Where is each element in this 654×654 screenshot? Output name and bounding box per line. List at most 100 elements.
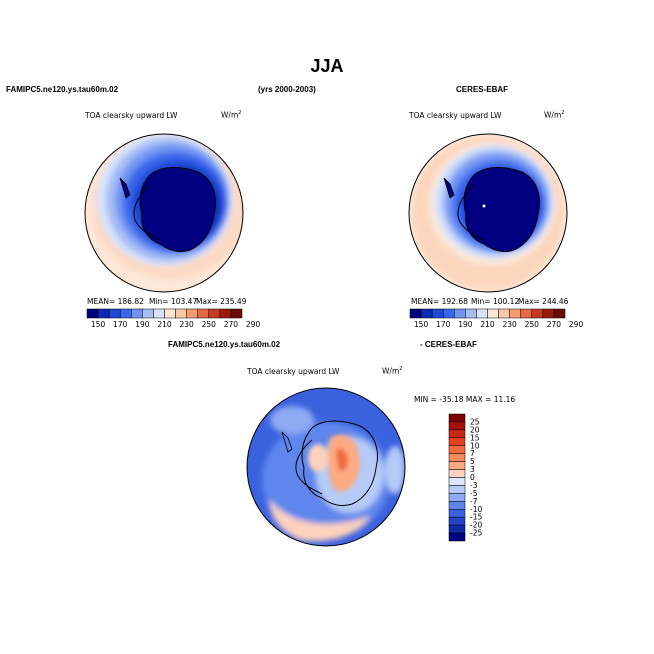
years-header: (yrs 2000-2003) — [258, 85, 316, 94]
colorbar-swatch — [142, 308, 154, 319]
colorbar-swatch — [454, 308, 466, 319]
colorbar-tick-label: -3 — [470, 481, 478, 490]
colorbar-swatch — [442, 308, 455, 319]
colorbar-tick-label: 190 — [135, 320, 150, 329]
colorbar-swatch — [498, 308, 510, 319]
colorbar-tick-label: 230 — [179, 320, 194, 329]
obs-units-label: W/m2 — [544, 110, 565, 120]
obs-mean-label: MEAN= 192.68 — [411, 297, 468, 306]
colorbar-tick-label: 150 — [414, 320, 429, 329]
colorbar-swatch — [531, 308, 544, 319]
colorbar-tick-label: -25 — [470, 529, 482, 538]
season-title: JJA — [310, 56, 344, 76]
model-units-label: W/m2 — [221, 110, 242, 120]
colorbar-swatch — [520, 308, 533, 319]
colorbar-tick-label: 190 — [458, 320, 473, 329]
colorbar-tick-label: 250 — [202, 320, 217, 329]
obs-min-label: Min= 100.12 — [471, 297, 520, 306]
obs-max-label: Max= 244.46 — [518, 297, 569, 306]
colorbar-swatch — [465, 308, 477, 319]
colorbar-swatch — [119, 308, 132, 319]
colorbar-swatch — [448, 493, 466, 502]
colorbar-tick-label: -15 — [470, 513, 482, 522]
colorbar-swatch — [448, 421, 466, 431]
colorbar-tick-label: 270 — [547, 320, 562, 329]
colorbar-swatch — [448, 501, 466, 510]
colorbar-tick-label: 15 — [470, 433, 480, 442]
diff-model-header: FAMIPC5.ne120.ys.tau60m.02 — [168, 340, 281, 349]
colorbar-tick-label: 3 — [470, 465, 475, 474]
colorbar-swatch — [448, 477, 466, 486]
colorbar-tick-label: 170 — [436, 320, 451, 329]
model-max-label: Max= 235.49 — [196, 297, 247, 306]
obs-map-border — [408, 133, 568, 293]
colorbar-tick-label: 7 — [470, 449, 475, 458]
diff-variable-label: TOA clearsky upward LW — [247, 367, 340, 376]
colorbar-swatch — [97, 308, 110, 319]
colorbar-tick-label: 290 — [246, 320, 261, 329]
colorbar-tick-label: 170 — [113, 320, 128, 329]
colorbar-swatch — [553, 308, 566, 319]
colorbar-swatch — [230, 308, 243, 319]
obs-colorbar: 150 170 190 210 230 250 270 290 — [409, 308, 584, 329]
colorbar-swatch — [186, 308, 198, 319]
colorbar-tick-label: 210 — [157, 320, 172, 329]
model-colorbar: 150 170 190 210 230 250 270 290 — [86, 308, 261, 329]
colorbar-swatch — [448, 532, 466, 542]
colorbar-tick-label: 270 — [224, 320, 239, 329]
diff-units-label: W/m2 — [382, 366, 403, 376]
diff-polar-map — [247, 388, 405, 546]
colorbar-tick-label: 210 — [480, 320, 495, 329]
colorbar-tick-label: -20 — [470, 521, 482, 530]
model-polar-map — [85, 134, 243, 292]
colorbar-tick-label: 250 — [525, 320, 540, 329]
colorbar-swatch — [448, 453, 466, 462]
colorbar-swatch — [153, 308, 165, 319]
diff-map-border — [246, 387, 406, 547]
colorbar-swatch — [208, 308, 221, 319]
diff-obs-header: - CERES-EBAF — [420, 340, 477, 349]
colorbar-swatch — [164, 308, 176, 319]
colorbar-swatch — [448, 429, 466, 439]
obs-variable-label: TOA clearsky upward LW — [409, 111, 502, 120]
colorbar-tick-label: 290 — [569, 320, 584, 329]
colorbar-tick-label: 0 — [470, 473, 475, 482]
colorbar-swatch — [448, 445, 466, 454]
colorbar-swatch — [448, 413, 466, 423]
model-min-label: Min= 103.47 — [149, 297, 198, 306]
colorbar-tick-label: 25 — [470, 417, 480, 426]
model-mean-label: MEAN= 186.82 — [87, 297, 144, 306]
colorbar-tick-label: -7 — [470, 497, 478, 506]
colorbar-swatch — [448, 524, 466, 534]
colorbar-tick-label: 150 — [91, 320, 106, 329]
colorbar-swatch — [448, 485, 466, 494]
colorbar-swatch — [86, 308, 99, 319]
colorbar-tick-label: 5 — [470, 457, 475, 466]
obs-polar-map — [409, 134, 567, 292]
colorbar-tick-label: 20 — [470, 425, 480, 434]
colorbar-swatch — [542, 308, 555, 319]
colorbar-swatch — [409, 308, 422, 319]
colorbar-swatch — [448, 516, 466, 526]
colorbar-swatch — [131, 308, 143, 319]
colorbar-swatch — [476, 308, 488, 319]
colorbar-swatch — [431, 308, 444, 319]
colorbar-tick-label: 10 — [470, 441, 480, 450]
colorbar-swatch — [448, 469, 466, 478]
colorbar-swatch — [448, 509, 466, 518]
colorbar-tick-label: 230 — [502, 320, 517, 329]
colorbar-swatch — [108, 308, 121, 319]
colorbar-swatch — [420, 308, 433, 319]
colorbar-tick-label: -5 — [470, 489, 478, 498]
colorbar-swatch — [219, 308, 232, 319]
colorbar-swatch — [509, 308, 521, 319]
colorbar-swatch — [197, 308, 210, 319]
model-map-border — [84, 133, 244, 293]
model-variable-label: TOA clearsky upward LW — [85, 111, 178, 120]
diff-minmax-label: MIN = -35.18 MAX = 11.16 — [414, 395, 516, 404]
obs-header: CERES-EBAF — [456, 85, 509, 94]
model-case-header: FAMIPC5.ne120.ys.tau60m.02 — [6, 85, 119, 94]
colorbar-swatch — [487, 308, 499, 319]
colorbar-tick-label: -10 — [470, 505, 482, 514]
